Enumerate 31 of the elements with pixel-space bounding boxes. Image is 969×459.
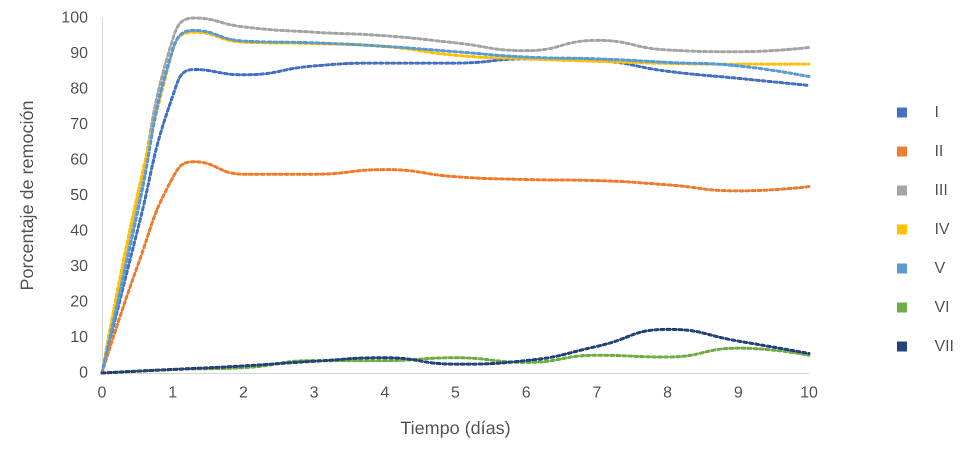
x-tick-label: 2 [238, 384, 248, 402]
x-tick-label: 0 [98, 384, 107, 402]
y-tick-label: 0 [79, 364, 88, 382]
y-tick-label: 90 [70, 45, 88, 62]
x-axis-title: Tiempo (días) [400, 418, 511, 438]
legend-label: IV [934, 221, 950, 238]
legend-label: II [934, 143, 944, 160]
x-tick-label: 1 [168, 384, 178, 402]
x-tick-label: 5 [451, 384, 460, 402]
legend-label: III [934, 182, 948, 199]
y-tick-label: 30 [70, 258, 88, 275]
y-tick-label: 70 [70, 116, 88, 133]
x-tick-label: 4 [380, 384, 390, 402]
y-tick-label: 80 [70, 80, 88, 98]
y-tick-label: 50 [70, 187, 88, 204]
legend-label: VI [934, 299, 950, 316]
x-tick-label: 3 [310, 384, 319, 402]
y-tick-label: 20 [70, 294, 88, 310]
legend-label: V [934, 260, 946, 277]
x-tick-label: 8 [663, 384, 672, 402]
y-axis-title: Porcentaje de remoción [17, 100, 37, 291]
y-tick-label: 60 [70, 152, 88, 168]
legend-label: VII [934, 338, 954, 355]
x-tick-label: 7 [592, 384, 602, 402]
legend-label: I [934, 104, 939, 121]
y-tick-label: 40 [70, 222, 88, 240]
y-tick-label: 100 [61, 10, 88, 26]
y-tick-label: 10 [70, 329, 88, 346]
x-tick-label: 6 [522, 384, 531, 402]
x-tick-label: 10 [800, 384, 818, 402]
x-tick-label: 9 [734, 384, 743, 402]
